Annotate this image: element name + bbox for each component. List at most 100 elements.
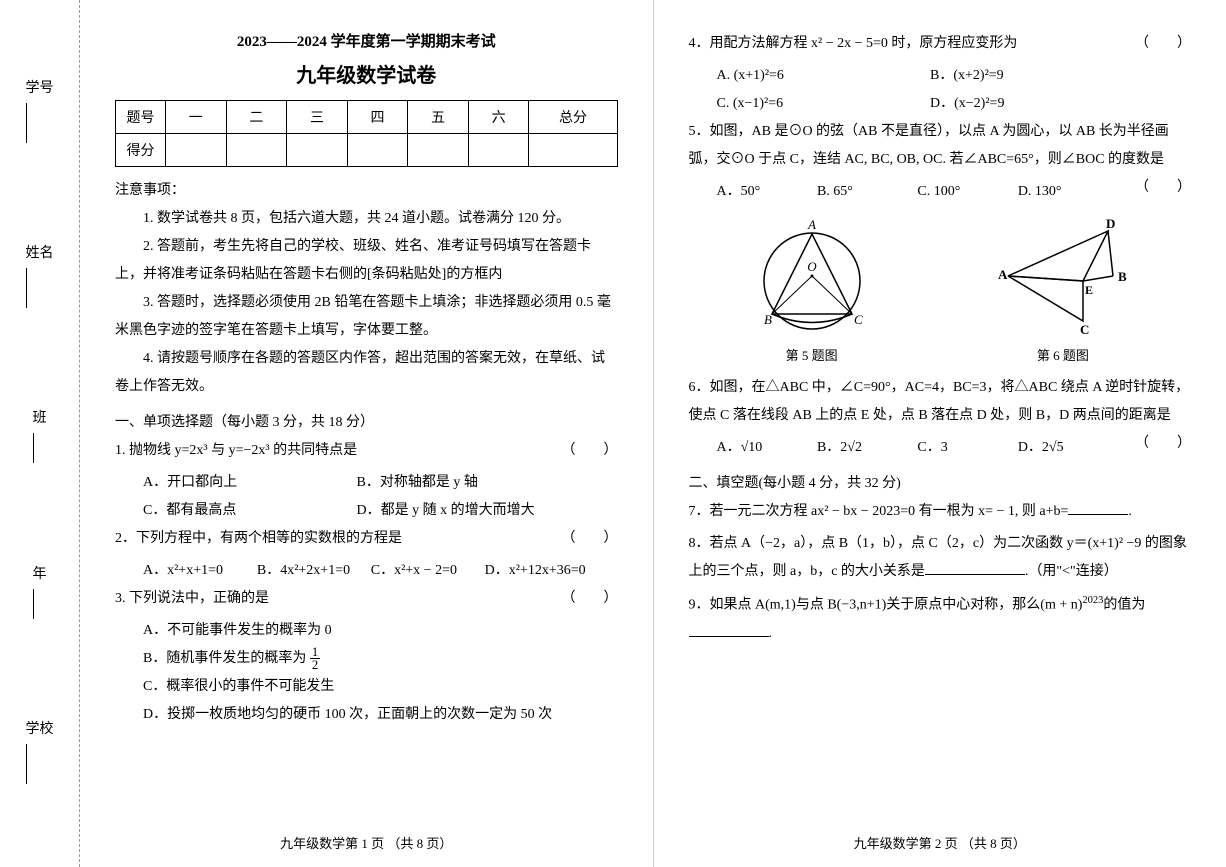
option: B．随机事件发生的概率为 12 <box>143 645 588 673</box>
col-header: 三 <box>287 101 348 134</box>
circle-diagram-icon: A B C O <box>742 216 882 336</box>
notice-item: 3. 答题时，选择题必须使用 2B 铅笔在答题卡上填涂；非选择题必须用 0.5 … <box>115 289 618 345</box>
question-3: 3. 下列说法中，正确的是 （ ） <box>115 585 618 613</box>
question-text: 3. 下列说法中，正确的是 <box>115 591 269 606</box>
question-text: 4．用配方法解方程 x² − 2x − 5=0 时，原方程应变形为 <box>689 36 1018 51</box>
svg-text:D: D <box>1106 216 1115 231</box>
option: D．x²+12x+36=0 <box>485 557 599 585</box>
options-q3: A．不可能事件发生的概率为 0 B．随机事件发生的概率为 12 C．概率很小的事… <box>115 617 618 729</box>
question-8: 8．若点 A（−2，a），点 B（1，b），点 C（2，c）为二次函数 y＝(x… <box>689 530 1192 586</box>
option: A. (x+1)²=6 <box>717 62 931 90</box>
page-footer: 九年级数学第 2 页 （共 8 页） <box>689 833 1192 852</box>
binding-edge: 学号 姓名 班 年 学校 <box>0 0 80 867</box>
option: B．2√2 <box>817 434 917 462</box>
col-header: 二 <box>226 101 287 134</box>
svg-text:C: C <box>1080 322 1089 336</box>
col-header: 总分 <box>529 101 617 134</box>
binding-label: 年 <box>33 563 47 625</box>
question-text: 5．如图，AB 是⊙O 的弦（AB 不是直径），以点 A 为圆心，以 AB 长为… <box>689 124 1169 167</box>
options-q6: A．√10 B．2√2 C．3 D．2√5 <box>689 434 1136 462</box>
svg-text:O: O <box>807 259 817 274</box>
question-2: 2．下列方程中，有两个相等的实数根的方程是 （ ） <box>115 525 618 553</box>
question-1: 1. 抛物线 y=2x³ 与 y=−2x³ 的共同特点是 （ ） <box>115 437 618 465</box>
col-header: 四 <box>347 101 408 134</box>
options-q5: A．50° B. 65° C. 100° D. 130° <box>689 178 1136 206</box>
option: D．都是 y 随 x 的增大而增大 <box>357 497 571 525</box>
row-header: 得分 <box>116 134 166 167</box>
col-header: 五 <box>408 101 469 134</box>
option: D. 130° <box>1018 178 1118 206</box>
answer-paren: （ ） <box>562 585 618 613</box>
exam-title: 2023——2024 学年度第一学期期末考试 <box>115 30 618 51</box>
options-q4: A. (x+1)²=6 B．(x+2)²=9 C. (x−1)²=6 D．(x−… <box>689 62 1192 118</box>
fill-blank <box>925 561 1025 575</box>
score-table: 题号 一 二 三 四 五 六 总分 得分 <box>115 100 618 167</box>
question-text: 9．如果点 A(m,1)与点 B(−3,n+1)关于原点中心对称，那么(m + … <box>689 598 1083 613</box>
score-cell <box>287 134 348 167</box>
notice-item: 2. 答题前，考生先将自己的学校、班级、姓名、准考证号码填写在答题卡上，并将准考… <box>115 233 618 289</box>
row-header: 题号 <box>116 101 166 134</box>
notice-title: 注意事项： <box>115 179 618 199</box>
option: B．对称轴都是 y 轴 <box>357 469 571 497</box>
section-1-title: 一、单项选择题（每小题 3 分，共 18 分） <box>115 411 618 431</box>
score-cell <box>166 134 227 167</box>
binding-label: 学号 <box>26 77 54 149</box>
figure-caption: 第 5 题图 <box>742 345 882 364</box>
svg-text:A: A <box>807 217 816 232</box>
score-cell <box>468 134 529 167</box>
option: A．x²+x+1=0 <box>143 557 257 585</box>
exam-subtitle: 九年级数学试卷 <box>115 59 618 88</box>
question-text: 7．若一元二次方程 ax² − bx − 2023=0 有一根为 x= − 1,… <box>689 504 1069 519</box>
question-7: 7．若一元二次方程 ax² − bx − 2023=0 有一根为 x= − 1,… <box>689 498 1192 526</box>
col-header: 一 <box>166 101 227 134</box>
superscript: 2023 <box>1082 595 1103 606</box>
answer-paren: （ ） <box>1135 30 1191 58</box>
question-text: 1. 抛物线 y=2x³ 与 y=−2x³ 的共同特点是 <box>115 443 357 458</box>
option: A．不可能事件发生的概率为 0 <box>143 617 588 645</box>
col-header: 六 <box>468 101 529 134</box>
svg-text:B: B <box>1118 269 1127 284</box>
svg-text:A: A <box>998 267 1008 282</box>
svg-text:B: B <box>764 312 772 327</box>
fill-blank <box>689 623 769 637</box>
fraction: 12 <box>310 646 320 672</box>
answer-paren: （ ） <box>1135 174 1191 202</box>
question-9: 9．如果点 A(m,1)与点 B(−3,n+1)关于原点中心对称，那么(m + … <box>689 590 1192 648</box>
binding-label: 学校 <box>26 718 54 790</box>
table-row: 题号 一 二 三 四 五 六 总分 <box>116 101 618 134</box>
option: C．3 <box>917 434 1017 462</box>
option: B．(x+2)²=9 <box>930 62 1144 90</box>
table-row: 得分 <box>116 134 618 167</box>
option: D．(x−2)²=9 <box>930 90 1144 118</box>
question-text: 2．下列方程中，有两个相等的实数根的方程是 <box>115 531 402 546</box>
svg-text:E: E <box>1085 283 1093 297</box>
figure-5: A B C O 第 5 题图 <box>742 216 882 364</box>
page-1: 2023——2024 学年度第一学期期末考试 九年级数学试卷 题号 一 二 三 … <box>80 0 654 867</box>
option: B. 65° <box>817 178 917 206</box>
question-text: 6．如图，在△ABC 中，∠C=90°，AC=4，BC=3，将△ABC 绕点 A… <box>689 380 1190 423</box>
figure-caption: 第 6 题图 <box>988 345 1138 364</box>
option: A．50° <box>717 178 817 206</box>
fill-blank <box>1068 501 1128 515</box>
option: D．2√5 <box>1018 434 1118 462</box>
answer-paren: （ ） <box>562 437 618 465</box>
option: A．开口都向上 <box>143 469 357 497</box>
option: C．概率很小的事件不可能发生 <box>143 673 588 701</box>
page-footer: 九年级数学第 1 页 （共 8 页） <box>115 833 618 852</box>
option: C. 100° <box>917 178 1017 206</box>
answer-paren: （ ） <box>562 525 618 553</box>
score-cell <box>408 134 469 167</box>
svg-text:C: C <box>854 312 863 327</box>
page-2: 4．用配方法解方程 x² − 2x − 5=0 时，原方程应变形为 （ ） A.… <box>654 0 1226 867</box>
question-5: 5．如图，AB 是⊙O 的弦（AB 不是直径），以点 A 为圆心，以 AB 长为… <box>689 118 1192 174</box>
binding-label: 姓名 <box>26 242 54 314</box>
triangle-diagram-icon: A B C D E <box>988 216 1138 336</box>
page-container: 学号 姓名 班 年 学校 2023——2024 学年度第一学期期末考试 九年级数… <box>0 0 1226 867</box>
option: B．4x²+2x+1=0 <box>257 557 371 585</box>
section-2-title: 二、填空题(每小题 4 分，共 32 分) <box>689 472 1192 492</box>
option: C. (x−1)²=6 <box>717 90 931 118</box>
score-cell <box>226 134 287 167</box>
options-q1: A．开口都向上 B．对称轴都是 y 轴 C．都有最高点 D．都是 y 随 x 的… <box>115 469 618 525</box>
question-6: 6．如图，在△ABC 中，∠C=90°，AC=4，BC=3，将△ABC 绕点 A… <box>689 374 1192 430</box>
option: C．x²+x − 2=0 <box>371 557 485 585</box>
